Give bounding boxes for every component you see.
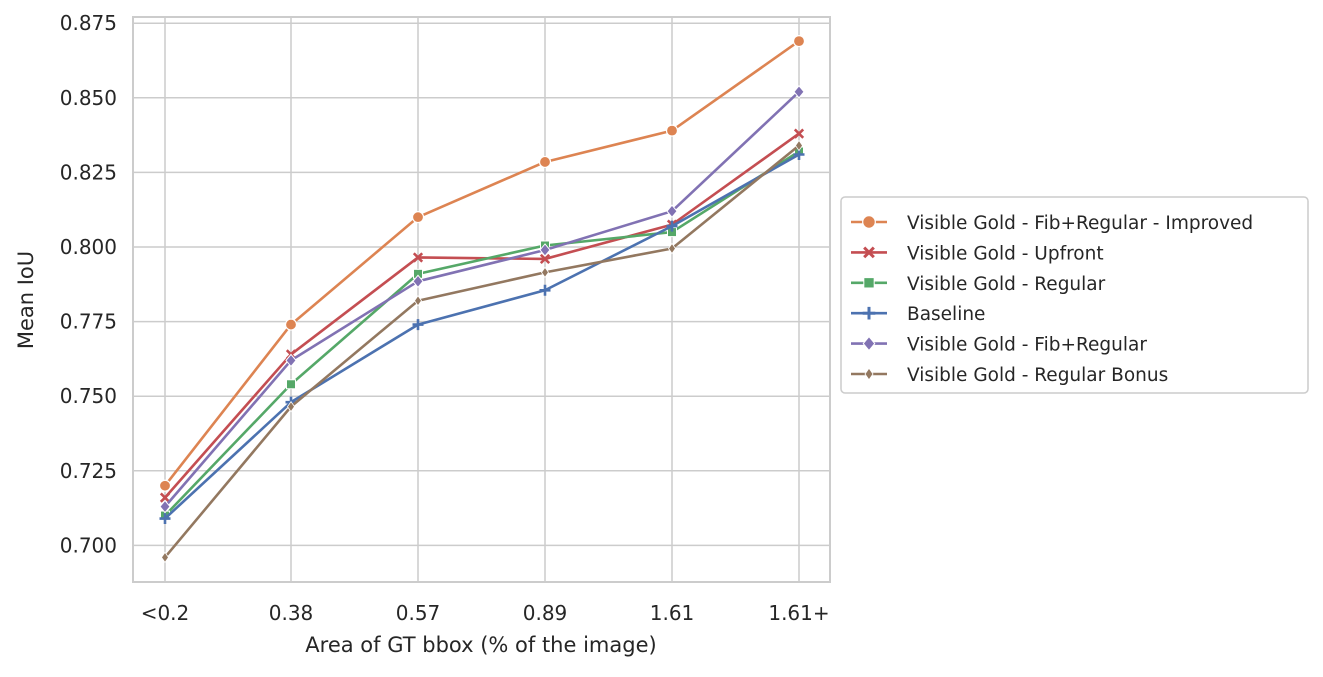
legend-label: Visible Gold - Fib+Regular - Improved [907,213,1253,234]
series-visible-gold-fib-regular-improved [158,35,806,492]
point-marker [793,85,805,99]
y-tick-label: 0.850 [60,86,117,110]
legend: Visible Gold - Fib+Regular - Improved Vis… [840,196,1309,394]
point-marker [158,479,172,492]
x-tick-label: 0.57 [396,601,441,625]
point-marker [795,139,803,152]
y-tick-label: 0.800 [60,235,117,259]
point-marker [862,335,876,352]
series-baseline [159,148,805,525]
point-marker [541,266,549,279]
legend-label: Visible Gold - Regular [907,274,1106,295]
legend-box [840,196,1309,394]
point-marker [863,277,875,289]
point-marker [665,124,679,137]
point-marker [411,211,425,224]
series-line [164,153,800,520]
legend-item: Visible Gold - Fib+Regular - Improved [851,213,1253,234]
point-marker [159,499,171,514]
series-group [158,35,806,564]
point-marker [862,215,876,229]
series-line [164,144,800,559]
point-marker [668,242,676,255]
point-marker [159,513,171,525]
x-tick-label: 1.61 [650,601,695,625]
point-marker [412,274,424,289]
point-marker [538,155,552,169]
x-tick-label: <0.2 [141,601,190,625]
legend-item: Visible Gold - Fib+Regular [851,335,1147,356]
series-visible-gold-regular [160,146,804,521]
y-tick-label: 0.700 [60,533,117,557]
x-axis-title: Area of GT bbox (% of the image) [305,633,656,657]
y-tick-label: 0.875 [60,11,117,35]
point-marker [284,318,298,331]
plot-frame [132,16,831,583]
point-marker [412,319,424,331]
point-marker [159,492,171,503]
legend-item: Baseline [851,304,985,325]
point-marker [863,246,875,259]
y-tick-label: 0.725 [60,459,117,483]
y-tick-label: 0.825 [60,160,117,184]
series-line [163,40,800,487]
y-axis-ticks: 0.700 0.725 0.750 0.775 0.800 0.825 0.850 0.875 [60,11,117,557]
legend-item: Visible Gold - Upfront [851,243,1104,264]
x-tick-label: 0.38 [269,601,314,625]
point-marker [666,204,678,218]
point-marker [285,353,297,368]
point-marker [539,243,551,257]
point-marker [862,306,876,320]
legend-label: Visible Gold - Upfront [907,243,1104,264]
point-marker [412,252,424,263]
legend-label: Baseline [907,304,985,325]
x-axis-ticks: <0.2 0.38 0.57 0.89 1.61 1.61+ [141,601,830,625]
series-visible-gold-fib-regular [159,85,805,514]
series-line [164,150,800,517]
legend-label: Visible Gold - Regular Bonus [907,365,1168,386]
point-marker [414,295,422,307]
legend-label: Visible Gold - Fib+Regular [907,335,1147,356]
y-axis-title: Mean IoU [14,251,38,349]
point-marker [864,367,874,381]
point-marker [161,551,169,564]
point-marker [539,253,551,265]
point-marker [792,35,806,48]
grid [133,17,830,582]
x-tick-label: 0.89 [523,601,568,625]
legend-item: Visible Gold - Regular [851,274,1106,295]
legend-item: Visible Gold - Regular Bonus [851,365,1168,386]
x-tick-label: 1.61+ [768,601,829,625]
point-marker [286,379,296,390]
point-marker [539,284,551,296]
point-marker [793,128,805,139]
point-marker [287,400,295,413]
series-line [164,132,800,499]
series-visible-gold-regular-bonus [161,139,803,564]
point-marker [666,220,678,232]
y-tick-label: 0.775 [60,310,117,334]
y-tick-label: 0.750 [60,384,117,408]
series-line [164,90,800,508]
